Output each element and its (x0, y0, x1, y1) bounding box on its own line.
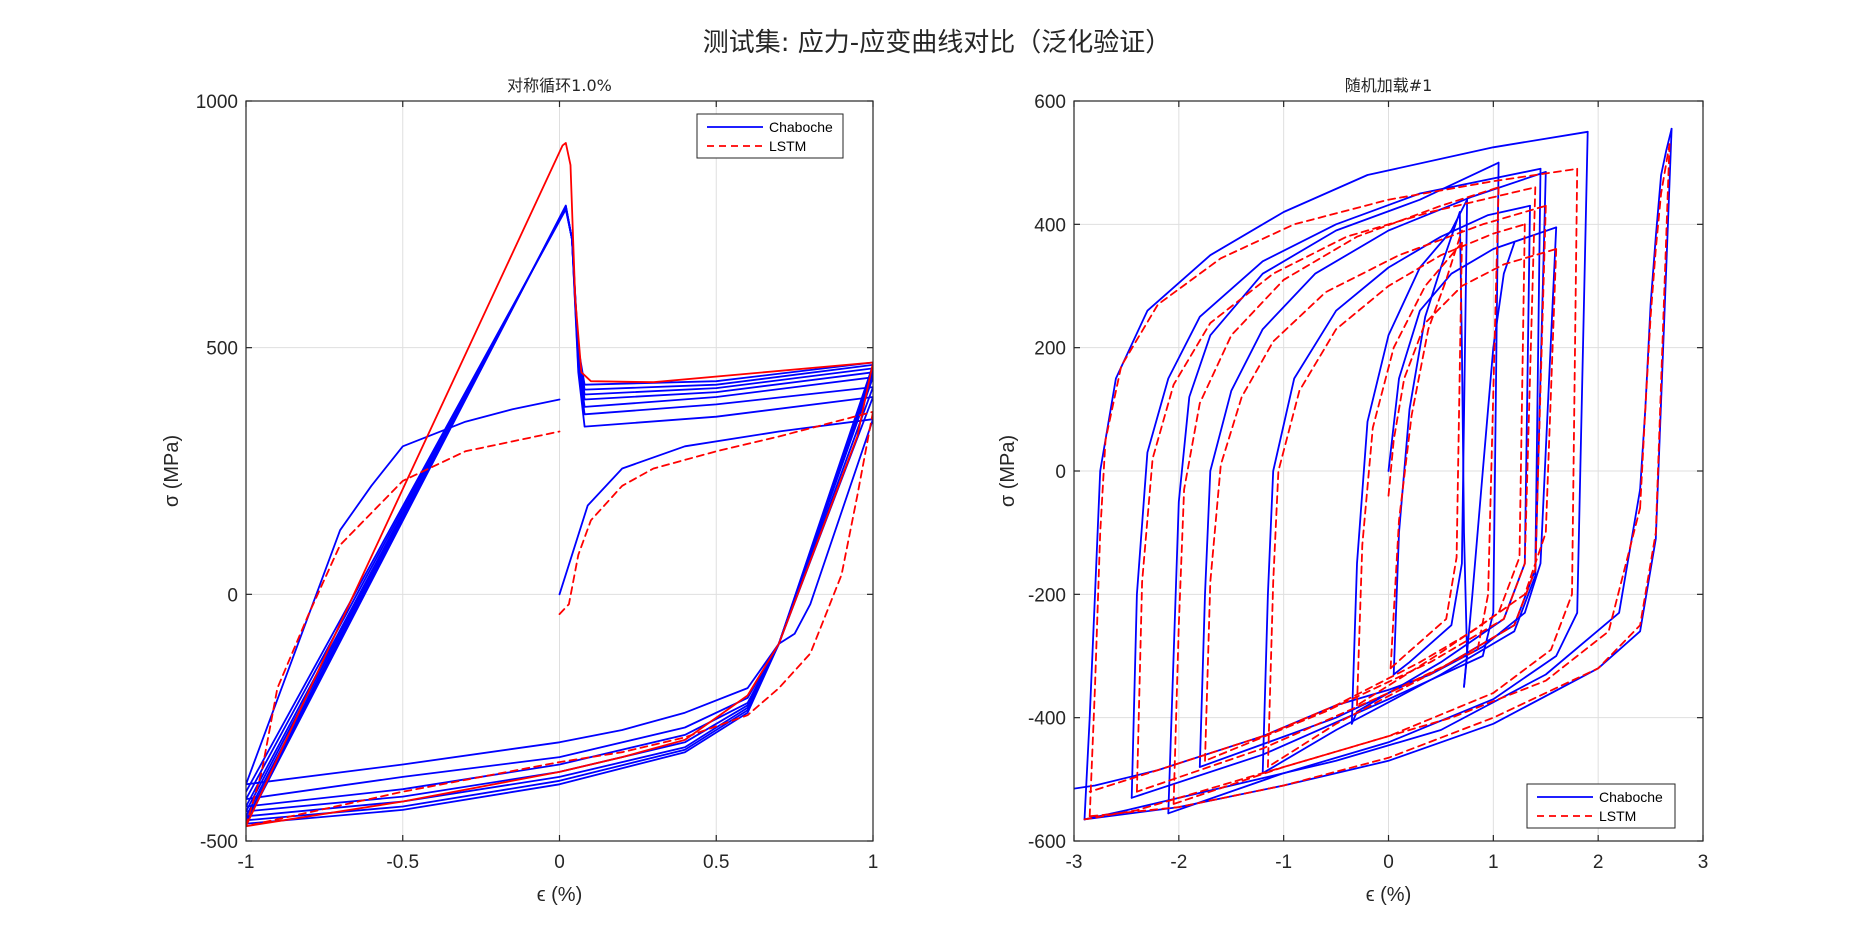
ax1-legend-label-lstm: LSTM (1599, 808, 1636, 824)
ax1-lstm-curve-3 (1639, 143, 1671, 509)
ax1-lstm-curve-13 (1267, 223, 1526, 768)
ax0-xtick-label-4: 1 (868, 852, 879, 873)
ax0-ytick-label-0: -500 (200, 832, 238, 853)
ax1-ylabel: σ (MPa) (997, 435, 1019, 507)
ax1-xtick-label-5: 2 (1593, 852, 1604, 873)
ax1-legend-label-chaboche: Chaboche (1599, 789, 1663, 805)
ax0-title: 对称循环1.0% (507, 76, 612, 95)
ax0-series-group (246, 141, 873, 828)
ax1-lstm-curve-17 (1389, 229, 1463, 670)
ax0-chaboche-curve-1 (246, 418, 873, 786)
ax1-xtick-label-2: -1 (1275, 852, 1292, 873)
ax0-xlabel: ϵ (%) (537, 884, 583, 906)
ax1-lstm-curve-9 (1136, 186, 1537, 793)
ax1-chaboche-curve-2 (1083, 488, 1641, 821)
ax1-ytick-label-0: -600 (1028, 832, 1066, 853)
ax0-ytick-label-3: 1000 (196, 92, 238, 113)
ax1-lstm-curve-12 (1267, 204, 1547, 768)
ax0-red-solid-curve-0 (246, 141, 873, 828)
ax0-legend-label-lstm: LSTM (769, 138, 806, 154)
ax1-lstm-curve-15 (1356, 241, 1463, 707)
ax0-red-solid-curve-1 (246, 361, 873, 828)
ax1-series-group (1074, 127, 1673, 821)
ax1-lstm-curve-10 (1204, 186, 1537, 762)
ax1-lstm-curve-16 (1389, 241, 1463, 670)
ax0-xtick-label-3: 0.5 (703, 852, 729, 873)
ax0-xtick-label-2: 0 (554, 852, 565, 873)
ax1-legend-box (1526, 783, 1676, 829)
ax1-xtick-label-6: 3 (1698, 852, 1709, 873)
ax1-xlabel: ϵ (%) (1366, 884, 1412, 906)
ax1-chaboche-curve-13 (1261, 204, 1531, 775)
ax1-lstm-curve-11 (1204, 204, 1547, 762)
ax1-lstm-curve-14 (1356, 223, 1526, 707)
ax1-lstm-curve-0 (1387, 248, 1558, 497)
ax1-chaboche-curve-15 (1350, 198, 1468, 725)
ax0-chaboche-curve-15 (246, 204, 873, 825)
ax1-chaboche-curve-19 (1463, 241, 1516, 688)
ax0-lstm-curve-0 (558, 410, 873, 615)
ax0-chaboche-curve-0 (558, 418, 873, 596)
ax1-ytick-label-3: 0 (1055, 462, 1066, 483)
ax0-legend-label-chaboche: Chaboche (769, 119, 833, 135)
ax1-lstm-curve-7 (1172, 186, 1500, 805)
ax1-ytick-label-5: 400 (1034, 215, 1066, 236)
ax1-chaboche-curve-7 (1167, 161, 1500, 815)
ax1-chaboche-curve-5 (1083, 130, 1589, 821)
ax1-title: 随机加载#1 (1345, 76, 1433, 95)
ax0-legend: Chaboche LSTM (696, 113, 844, 159)
ax1-chaboche-curve-9 (1130, 167, 1542, 799)
ax1-legend: Chaboche LSTM (1526, 783, 1676, 829)
figure-title: 测试集: 应力-应变曲线对比（泛化验证） (703, 28, 1171, 58)
ax1-ytick-label-1: -400 (1028, 709, 1066, 730)
ax0-chaboche-curve-2 (246, 398, 561, 786)
ax0-xtick-label-1: -0.5 (386, 852, 419, 873)
ax1-ytick-label-2: -200 (1028, 585, 1066, 606)
ax1-xtick-label-4: 1 (1488, 852, 1499, 873)
ax1-chaboche-curve-0 (1387, 226, 1558, 472)
right-axes: -3 -2 -1 0 1 2 3 -600 -400 -200 0 200 400 600 随机加载#1 ϵ … (997, 76, 1708, 906)
ax0-ylabel: σ (MPa) (161, 435, 183, 507)
ax1-lstm-curve-8 (1136, 186, 1500, 793)
ax1-lstm-curve-4 (1088, 143, 1671, 818)
left-axes: -1 -0.5 0 0.5 1 -500 0 500 1000 对称循环1.0% ϵ (%) σ (M… (161, 76, 878, 906)
ax0-legend-box (696, 113, 844, 159)
ax1-xtick-label-1: -2 (1170, 852, 1187, 873)
ax1-xtick-label-3: 0 (1383, 852, 1394, 873)
ax1-lstm-curve-6 (1172, 167, 1579, 805)
ax1-lstm-curve-1 (1088, 248, 1558, 793)
ax0-lstm-curve-1 (246, 410, 873, 828)
ax1-chaboche-curve-17 (1392, 211, 1461, 676)
ax1-lstm-curve-5 (1088, 167, 1579, 818)
ax0-ytick-label-2: 500 (206, 339, 238, 360)
ax1-lstm-curve-2 (1083, 507, 1641, 821)
ax1-xtick-label-0: -3 (1066, 852, 1083, 873)
ax0-xtick-label-0: -1 (238, 852, 255, 873)
ax1-chaboche-curve-6 (1167, 130, 1589, 815)
ax1-ytick-label-4: 200 (1034, 339, 1066, 360)
ax0-ytick-label-1: 0 (227, 585, 238, 606)
ax1-ytick-label-6: 600 (1034, 92, 1066, 113)
ax0-lstm-curve-2 (246, 430, 561, 828)
